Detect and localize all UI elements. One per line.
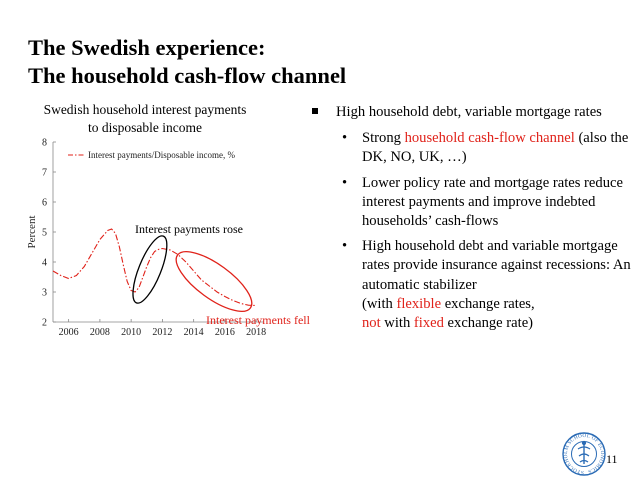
- logo-seal: STOCKHOLM SCHOOL OF ECONOMICS: [562, 432, 606, 476]
- square-bullet-icon: [312, 108, 318, 114]
- x-tick-label: 2006: [59, 327, 79, 338]
- series-line: [52, 228, 257, 307]
- annotation-ellipse-rose: [132, 235, 168, 304]
- sub-bullet-1-pre: Strong: [362, 130, 405, 147]
- bullet-dot-icon: •: [342, 130, 348, 147]
- y-tick-label: 7: [42, 168, 47, 179]
- sub-bullet-3b-mid: exchange rates,: [441, 295, 535, 312]
- logo-outer-ring: [562, 432, 606, 476]
- page-number: 11: [606, 452, 618, 466]
- y-tick-label: 3: [42, 288, 47, 299]
- chart-plot: 2 3 4 5 6 7 8 2006 2008 2010 2012 2014 2016 2018 Perce…: [26, 138, 311, 339]
- sub-bullet-list: • Strong household cash-flow channel (al…: [311, 129, 631, 333]
- y-tick-label: 5: [42, 228, 47, 239]
- main-bullet-text: High household debt, variable mortgage r…: [336, 104, 602, 120]
- x-tick-label: 2012: [152, 327, 172, 338]
- x-tick-label: 2014: [184, 327, 204, 338]
- sub-bullet-3b-fixed: fixed: [413, 315, 444, 332]
- sub-bullet-1-post: (also the DK, NO, UK, …): [362, 130, 629, 166]
- slide-title-line1: The Swedish experience:: [28, 35, 266, 60]
- annotation-ellipse-fell: [175, 251, 253, 312]
- annotation-fell-label: Interest payments fell: [206, 313, 311, 327]
- slide-title-line2: The household cash-flow channel: [28, 63, 347, 88]
- chart-title-line2: to disposable income: [88, 120, 202, 135]
- logo-emblem-icon: [577, 440, 591, 464]
- sub-bullet-2: • Lower policy rate and mortgage rates r…: [311, 174, 631, 232]
- chart-title: Swedish household interest payments to d…: [30, 101, 260, 137]
- sub-bullet-3b-mid2: with: [380, 315, 414, 332]
- x-tick-label: 2010: [121, 327, 141, 338]
- bullet-list: High household debt, variable mortgage r…: [311, 103, 631, 339]
- sub-bullet-2-text: Lower policy rate and mortgage rates red…: [362, 174, 623, 230]
- bullet-dot-icon: •: [342, 174, 348, 191]
- y-tick-label: 2: [42, 318, 47, 329]
- y-axis-label: Percent: [26, 216, 38, 249]
- sub-bullet-3b-flexible: flexible: [396, 295, 442, 312]
- x-tick-label: 2016: [215, 327, 235, 338]
- sub-bullet-3b-not: not: [362, 315, 381, 332]
- slide-title: The Swedish experience: The household ca…: [28, 34, 346, 90]
- x-tick-label: 2018: [246, 327, 266, 338]
- y-tick-label: 6: [42, 198, 47, 209]
- sub-bullet-1: • Strong household cash-flow channel (al…: [311, 129, 631, 167]
- y-tick-label: 4: [42, 258, 47, 269]
- sub-bullet-3b-post: exchange rate): [443, 315, 534, 332]
- bullet-dot-icon: •: [342, 238, 348, 255]
- x-tick-label: 2008: [90, 327, 110, 338]
- main-bullet: High household debt, variable mortgage r…: [311, 103, 631, 122]
- annotation-rose-label: Interest payments rose: [135, 222, 243, 236]
- sub-bullet-3b-pre: (with: [362, 295, 397, 312]
- sub-bullet-3-text: High household debt and variable mortgag…: [362, 238, 631, 293]
- legend-label: Interest payments/Disposable income, %: [88, 150, 235, 160]
- chart-title-line1: Swedish household interest payments: [43, 102, 247, 117]
- school-logo-icon: STOCKHOLM SCHOOL OF ECONOMICS: [562, 432, 606, 476]
- sub-bullet-3: • High household debt and variable mortg…: [311, 237, 631, 333]
- sub-bullet-1-highlight: household cash-flow channel: [404, 130, 575, 147]
- y-tick-label: 8: [42, 138, 47, 149]
